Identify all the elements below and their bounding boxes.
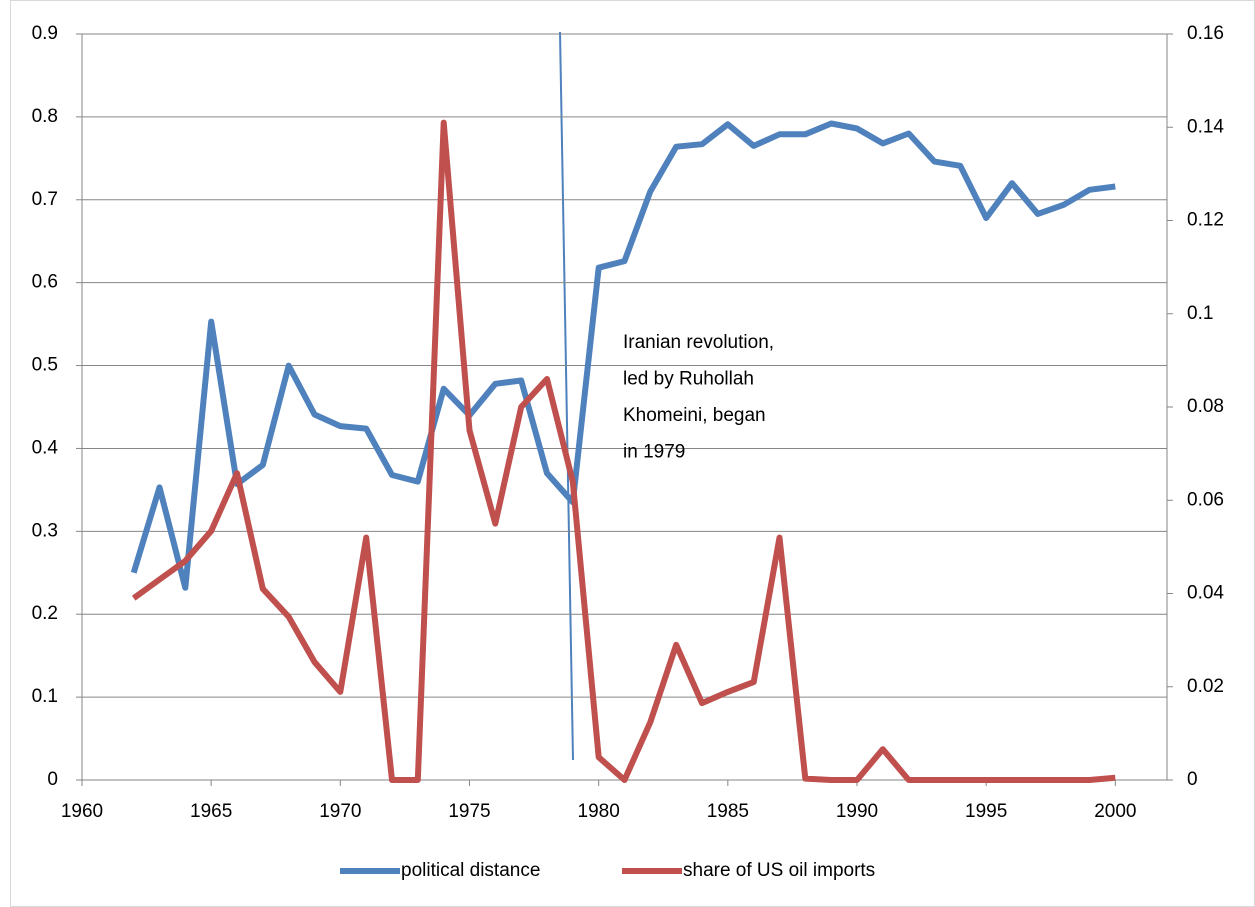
x-tick-label: 1960 xyxy=(61,801,103,822)
y-tick-label: 0.1 xyxy=(32,686,58,707)
y2-tick-label: 0.14 xyxy=(1187,116,1224,137)
y2-tick-label: 0.02 xyxy=(1187,676,1224,697)
x-tick-label: 1985 xyxy=(707,801,749,822)
x-tick-label: 1965 xyxy=(190,801,232,822)
y-tick-label: 0.7 xyxy=(32,189,58,210)
x-tick-label: 1995 xyxy=(965,801,1007,822)
x-tick-label: 1980 xyxy=(578,801,620,822)
x-tick-label: 2000 xyxy=(1094,801,1136,822)
legend-label: political distance xyxy=(401,860,540,881)
y-tick-label: 0.2 xyxy=(32,603,58,624)
y-tick-label: 0 xyxy=(47,769,58,790)
x-tick-label: 1970 xyxy=(319,801,361,822)
data-line xyxy=(130,120,1116,591)
annotation: Iranian revolution, xyxy=(623,332,774,353)
annotation: led by Ruhollah xyxy=(623,369,754,390)
annotation: in 1979 xyxy=(623,442,685,463)
y2-tick-label: 0.08 xyxy=(1187,396,1224,417)
y2-tick-label: 0.06 xyxy=(1187,489,1224,510)
x-tick-label: 1975 xyxy=(448,801,490,822)
y-tick-label: 0.9 xyxy=(32,23,58,44)
y2-tick-label: 0.04 xyxy=(1187,583,1224,604)
data-line xyxy=(131,119,1116,783)
x-tick-label: 1990 xyxy=(836,801,878,822)
y2-tick-label: 0.16 xyxy=(1187,23,1224,44)
y-tick-label: 0.5 xyxy=(32,355,58,376)
annotation-line xyxy=(559,31,574,761)
y-tick-label: 0.4 xyxy=(32,437,59,458)
y2-tick-label: 0.1 xyxy=(1187,303,1213,324)
y-tick-label: 0.8 xyxy=(32,106,58,127)
y2-tick-label: 0 xyxy=(1187,769,1198,790)
legend-label: share of US oil imports xyxy=(683,860,875,881)
y-tick-label: 0.6 xyxy=(32,272,58,293)
annotation: Khomeini, began xyxy=(623,405,766,426)
y-tick-label: 0.3 xyxy=(32,520,58,541)
y2-tick-label: 0.12 xyxy=(1187,210,1224,231)
